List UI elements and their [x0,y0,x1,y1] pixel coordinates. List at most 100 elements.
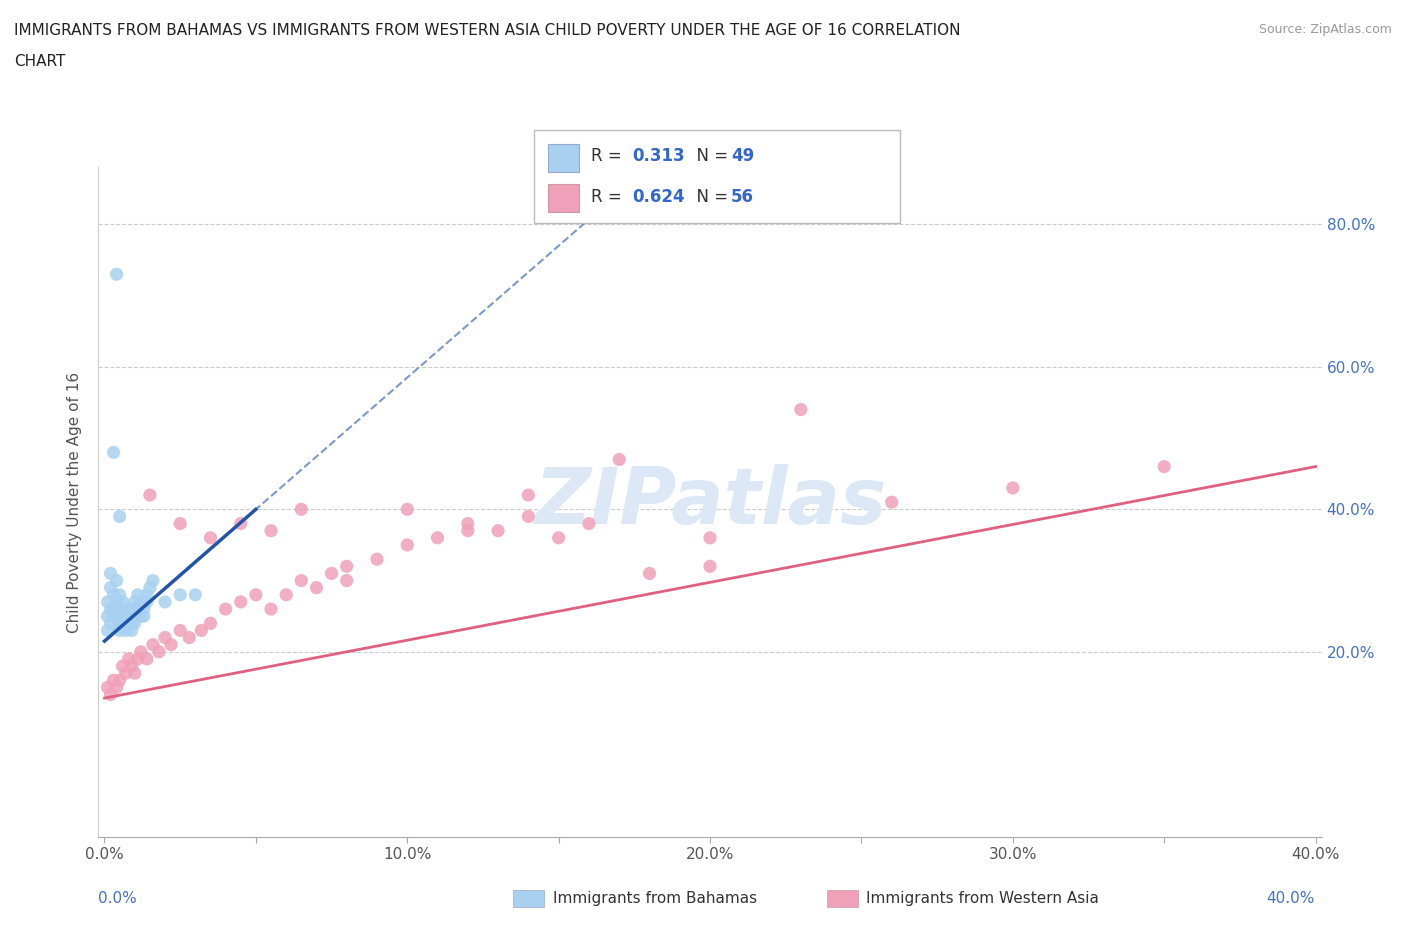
Point [124,616,146,631]
Point [105,267,128,282]
Point [129,644,152,659]
Point [457,516,479,531]
Point [200,616,222,631]
Point [129,609,152,624]
Point [100,687,122,702]
Point [190,623,212,638]
Point [105,594,128,609]
Point [486,524,509,538]
Point [105,594,128,609]
Point [336,559,359,574]
Point [880,495,903,510]
Text: Source: ZipAtlas.com: Source: ZipAtlas.com [1258,23,1392,36]
Point [790,402,813,417]
Point [142,573,165,588]
Point [699,559,721,574]
Point [118,609,141,624]
Point [135,588,157,603]
Point [184,588,207,603]
Text: 0.0%: 0.0% [98,891,138,906]
Y-axis label: Child Poverty Under the Age of 16: Child Poverty Under the Age of 16 [67,372,83,632]
Point [111,609,134,624]
Point [517,509,540,524]
Point [132,609,155,624]
Point [578,516,600,531]
Point [169,588,191,603]
Point [638,566,661,581]
Point [229,516,252,531]
Text: 49: 49 [731,147,755,166]
Point [214,602,236,617]
Point [245,588,267,603]
Point [100,580,122,595]
Point [121,616,143,631]
Point [153,594,176,609]
Text: R =: R = [591,188,627,206]
Point [1153,459,1175,474]
Point [290,573,312,588]
Text: 0.624: 0.624 [633,188,685,206]
Text: 56: 56 [731,188,754,206]
Point [96,623,118,638]
Text: Immigrants from Western Asia: Immigrants from Western Asia [866,891,1099,906]
Point [396,538,419,552]
Point [118,602,141,617]
Text: 0.313: 0.313 [633,147,685,166]
Point [118,616,141,631]
Point [114,616,136,631]
Point [305,580,328,595]
Point [96,609,118,624]
Point [200,530,222,545]
Point [111,658,134,673]
Point [457,524,479,538]
Point [169,516,191,531]
Point [124,666,146,681]
Point [121,623,143,638]
Text: R =: R = [591,147,627,166]
Point [260,524,283,538]
Point [139,487,162,502]
Point [105,680,128,695]
Text: IMMIGRANTS FROM BAHAMAS VS IMMIGRANTS FROM WESTERN ASIA CHILD POVERTY UNDER THE : IMMIGRANTS FROM BAHAMAS VS IMMIGRANTS FR… [14,23,960,38]
Point [103,445,125,459]
Point [290,502,312,517]
Point [132,602,155,617]
Point [121,658,143,673]
Point [124,594,146,609]
Point [321,566,343,581]
Point [153,631,176,645]
Point [118,652,141,667]
Point [105,609,128,624]
Point [108,588,131,603]
Point [169,623,191,638]
Point [179,631,201,645]
Point [96,680,118,695]
Point [100,566,122,581]
Text: 40.0%: 40.0% [1267,891,1315,906]
Point [103,672,125,687]
Point [100,616,122,631]
Point [108,509,131,524]
Point [139,580,162,595]
Text: N =: N = [686,188,734,206]
Point [108,623,131,638]
Point [121,602,143,617]
Point [124,609,146,624]
Point [366,551,388,566]
Point [229,594,252,609]
Point [142,637,165,652]
Point [607,452,630,467]
Point [105,573,128,588]
Point [114,609,136,624]
Point [127,588,149,603]
Point [148,644,170,659]
Point [160,637,183,652]
Point [135,652,157,667]
Point [517,487,540,502]
Point [1001,481,1024,496]
Text: CHART: CHART [14,54,66,69]
Point [276,588,298,603]
Point [547,530,569,545]
Point [108,616,131,631]
Point [100,602,122,617]
